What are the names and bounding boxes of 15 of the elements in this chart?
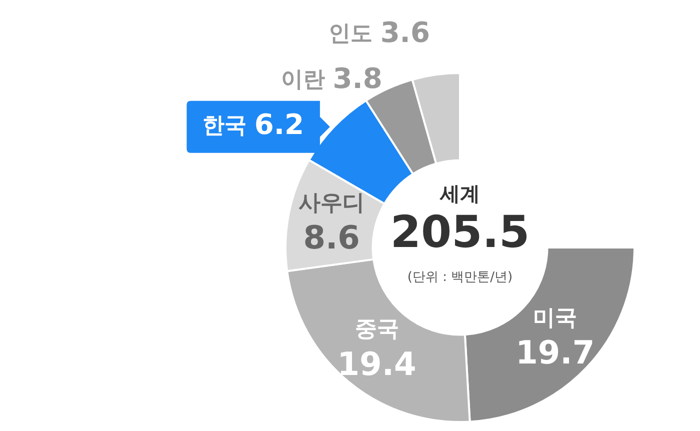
text: 205.5 (390, 206, 530, 258)
slice-label: 한국 (202, 114, 247, 139)
slice-label: 인도 (328, 22, 373, 47)
data-label: 19.4 (337, 344, 416, 383)
data-label: 8.6 (303, 218, 360, 256)
data-label: 3.6 (380, 16, 430, 50)
text: (단위 : 백만톤/년) (407, 270, 513, 285)
data-label: 6.2 (254, 108, 304, 142)
slice-label: 이란 (281, 68, 326, 93)
data-label: 19.7 (516, 334, 595, 372)
slice-label: 사우디 (298, 190, 365, 216)
text: 세계 (439, 182, 480, 206)
slice-label: 미국 (533, 306, 578, 332)
slice-label: 중국 (354, 317, 399, 342)
data-label: 3.8 (332, 62, 382, 96)
